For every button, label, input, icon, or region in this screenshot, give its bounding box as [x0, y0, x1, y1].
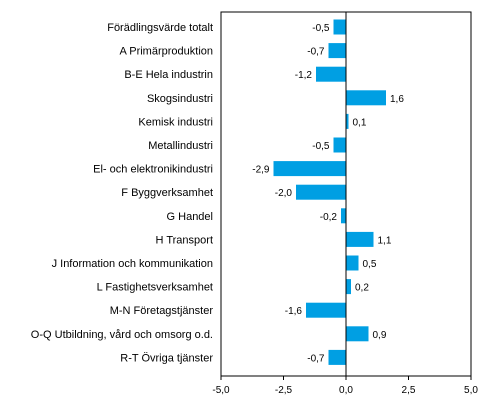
bar — [328, 349, 346, 365]
category-label: Metallindustri — [148, 140, 213, 152]
value-labels: -0,5 -0,7 -1,2 1,6 0,1 -0,5 -2,9 -2,0 -0,2 1,1 0,5… — [252, 23, 404, 364]
category-labels: Förädlingsvärde totalt A Primärproduktion… — [31, 22, 214, 364]
category-label: Kemisk industri — [138, 116, 213, 128]
x-tick-label: -5,0 — [212, 385, 230, 396]
category-label: J Information och kommunikation — [52, 258, 213, 270]
category-label: B-E Hela industrin — [124, 69, 213, 81]
bar — [328, 43, 346, 59]
bar-value-label: -0,7 — [307, 47, 325, 58]
bar — [333, 19, 346, 35]
bar-value-label: 0,1 — [353, 117, 367, 128]
bar-value-label: -2,9 — [252, 165, 270, 176]
x-tick-label: -2,5 — [275, 385, 293, 396]
bar-value-label: -0,5 — [312, 23, 330, 34]
bar — [346, 231, 374, 247]
bar-value-label: 0,5 — [363, 259, 377, 270]
bar-value-label: -0,7 — [307, 353, 325, 364]
bar-value-label: 1,6 — [390, 94, 404, 105]
category-label: G Handel — [167, 211, 213, 223]
x-tick-label: 2,5 — [402, 385, 416, 396]
bar-value-label: -0,5 — [312, 141, 330, 152]
category-label: R-T Övriga tjänster — [120, 352, 213, 364]
category-label: A Primärproduktion — [119, 46, 213, 58]
bar — [346, 279, 351, 295]
bar — [346, 326, 369, 342]
bar — [306, 302, 346, 318]
bar-value-label: -2,0 — [275, 188, 293, 199]
bar — [316, 66, 346, 82]
bar — [346, 90, 386, 106]
x-tick-label: 5,0 — [464, 385, 478, 396]
bar — [346, 113, 349, 129]
category-label: L Fastighetsverksamhet — [97, 282, 213, 294]
category-label: El- och elektronikindustri — [93, 164, 213, 176]
bar — [273, 161, 346, 177]
bars — [273, 19, 386, 365]
category-label: Skogsindustri — [147, 93, 213, 105]
bar-value-label: 0,9 — [373, 330, 387, 341]
bar-value-label: -0,2 — [320, 212, 338, 223]
x-tick-label: 0,0 — [339, 385, 353, 396]
bar-value-label: -1,2 — [295, 70, 313, 81]
bar — [296, 184, 346, 200]
bar-value-label: 1,1 — [378, 235, 392, 246]
bar — [341, 208, 346, 224]
category-label: M-N Företagstjänster — [110, 305, 214, 317]
category-label: O-Q Utbildning, vård och omsorg o.d. — [31, 329, 213, 341]
category-label: Förädlingsvärde totalt — [107, 22, 213, 34]
category-label: H Transport — [156, 234, 213, 246]
x-axis-ticks: -5,0 -2,5 0,0 2,5 5,0 — [212, 376, 478, 396]
bar — [346, 255, 359, 271]
bar-value-label: -1,6 — [285, 306, 303, 317]
category-label: F Byggverksamhet — [121, 187, 213, 199]
bar-value-label: 0,2 — [355, 283, 369, 294]
bar — [333, 137, 346, 153]
